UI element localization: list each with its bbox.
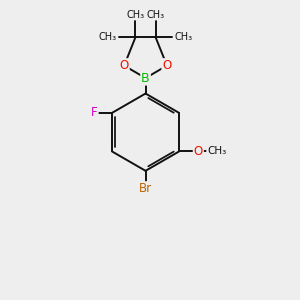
- Text: O: O: [194, 145, 203, 158]
- Text: B: B: [141, 72, 150, 85]
- Text: O: O: [119, 59, 129, 72]
- Text: CH₃: CH₃: [207, 146, 226, 157]
- Text: CH₃: CH₃: [126, 10, 145, 20]
- Text: CH₃: CH₃: [99, 32, 117, 42]
- Text: CH₃: CH₃: [174, 32, 193, 42]
- Text: Br: Br: [139, 182, 152, 195]
- Text: CH₃: CH₃: [147, 10, 165, 20]
- Text: F: F: [91, 106, 98, 119]
- Text: O: O: [162, 59, 172, 72]
